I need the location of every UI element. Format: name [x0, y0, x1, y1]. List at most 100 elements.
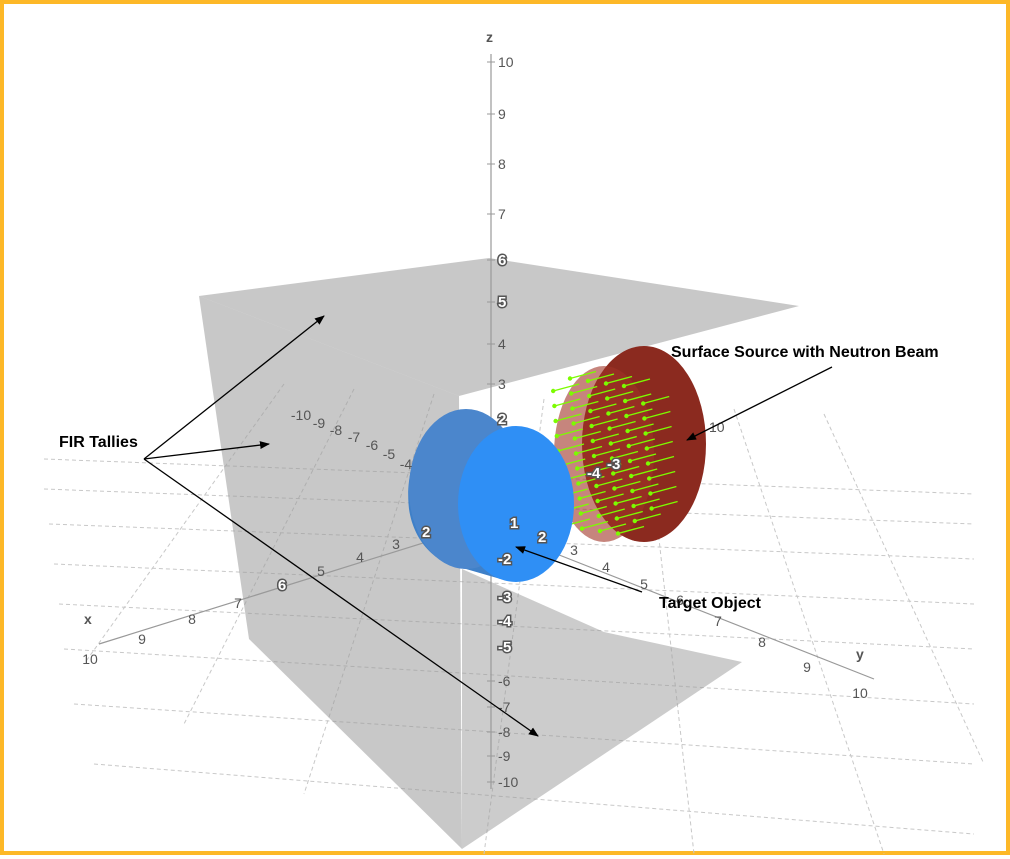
- x-tick-label: 4: [356, 549, 364, 565]
- beam-particle: [553, 418, 558, 424]
- z-tick-label: 9: [498, 106, 506, 122]
- y-axis-line: [543, 548, 875, 680]
- beam-particle: [608, 441, 613, 446]
- beam-particle: [623, 398, 628, 404]
- beam-ray: [613, 465, 640, 475]
- beam-particle: [596, 513, 601, 519]
- beam-ray: [574, 430, 601, 440]
- beam-ray: [615, 495, 642, 505]
- y-tick-label: 4: [602, 559, 610, 575]
- beam-ray: [596, 478, 623, 487]
- beam-ray: [617, 525, 645, 535]
- negative-x-tick-label: -6: [366, 437, 379, 453]
- beam-ray: [581, 520, 609, 530]
- beam-particle: [576, 481, 581, 486]
- y-tick-label: 5: [640, 576, 648, 592]
- beam-ray: [607, 390, 634, 400]
- beam-ray: [610, 435, 637, 445]
- beam-particle: [624, 413, 629, 419]
- z-tick-label: -4: [498, 613, 512, 630]
- beam-particle: [644, 446, 649, 451]
- beam-particle: [589, 423, 594, 429]
- beam-particle: [605, 396, 610, 401]
- beam-particle: [630, 488, 635, 494]
- negative-x-tick-label: -8: [330, 422, 343, 438]
- beam-ray: [646, 440, 673, 450]
- z-tick-label: 10: [498, 54, 514, 70]
- x-axis-tick-labels: 10 9 8 7 6 5 4 3: [82, 536, 400, 667]
- beam-particle: [575, 466, 580, 471]
- x-tick-label: 8: [188, 611, 196, 627]
- beam-ray: [571, 385, 598, 395]
- z-tick-label: -7: [498, 699, 511, 715]
- beam-ray: [593, 448, 621, 457]
- beam-particle: [590, 438, 595, 444]
- x-tick-label: 10: [82, 651, 98, 667]
- beam-particle: [585, 378, 591, 384]
- negative-x-tick-label: -9: [313, 415, 326, 431]
- beam-ray: [572, 400, 599, 410]
- beam-particle: [647, 476, 652, 481]
- beam-ray: [598, 508, 625, 517]
- beam-particle: [551, 388, 556, 394]
- beam-ray: [650, 485, 677, 495]
- beam-particle: [567, 376, 573, 381]
- beam-ray: [625, 393, 652, 402]
- beam-ray: [578, 475, 605, 485]
- y-tick-label: 3: [570, 542, 578, 558]
- beam-particle: [571, 421, 576, 426]
- beam-particle: [641, 401, 646, 406]
- z-axis-label: z: [486, 29, 493, 45]
- beam-particle: [597, 528, 603, 534]
- beam-particle: [554, 433, 559, 439]
- beam-particle: [603, 381, 609, 386]
- x-tick-label: 7: [234, 595, 242, 611]
- beam-ray: [608, 405, 635, 415]
- beam-particle: [588, 408, 593, 414]
- beam-particle: [621, 383, 627, 389]
- beam-particle: [648, 491, 653, 496]
- source-marker-minus3: -3: [607, 456, 620, 473]
- beam-ray: [644, 410, 671, 420]
- surface-source-disk: [554, 346, 706, 542]
- beam-ray: [589, 388, 616, 397]
- z-tick-label: -5: [498, 639, 511, 656]
- beam-ray: [611, 450, 639, 460]
- beam-ray: [587, 373, 615, 382]
- x-tick-label: 6: [278, 577, 286, 594]
- callout-arrows: [143, 315, 833, 737]
- beam-ray: [557, 443, 585, 452]
- beam-ray: [553, 383, 580, 392]
- x-axis-label: x: [84, 611, 92, 627]
- z-tick-label: -8: [498, 724, 511, 740]
- negative-x-tick-labels: -10 -9 -8 -7 -6-5-4: [291, 407, 413, 472]
- beam-ray: [628, 438, 655, 447]
- source-marker-10: 10: [709, 419, 725, 435]
- beam-ray: [554, 398, 581, 407]
- tally-plane-bottom: [462, 569, 742, 849]
- beam-ray: [609, 420, 636, 430]
- beam-ray: [569, 370, 597, 380]
- fir-tallies-label: FIR Tallies: [59, 434, 138, 451]
- beam-particle: [615, 531, 621, 536]
- target-cylinder: [408, 409, 574, 582]
- beam-ray: [577, 460, 604, 470]
- beam-ray: [575, 445, 603, 455]
- y-tick-label: 8: [758, 634, 766, 650]
- beam-ray: [651, 500, 678, 510]
- beam-ray: [647, 455, 675, 465]
- z-tick-label: -9: [498, 748, 511, 764]
- beam-particle: [614, 516, 619, 521]
- beam-ray: [627, 423, 654, 432]
- beam-particle: [613, 501, 618, 506]
- beam-ray: [623, 378, 651, 387]
- beam-particle: [631, 503, 636, 509]
- beam-ray: [597, 493, 624, 502]
- beam-ray: [626, 408, 653, 417]
- y-axis-label: y: [856, 646, 864, 662]
- x-tick-label: 9: [138, 631, 146, 647]
- beam-particle: [632, 518, 637, 524]
- beam-ray: [633, 498, 660, 507]
- beam-particle: [587, 393, 592, 399]
